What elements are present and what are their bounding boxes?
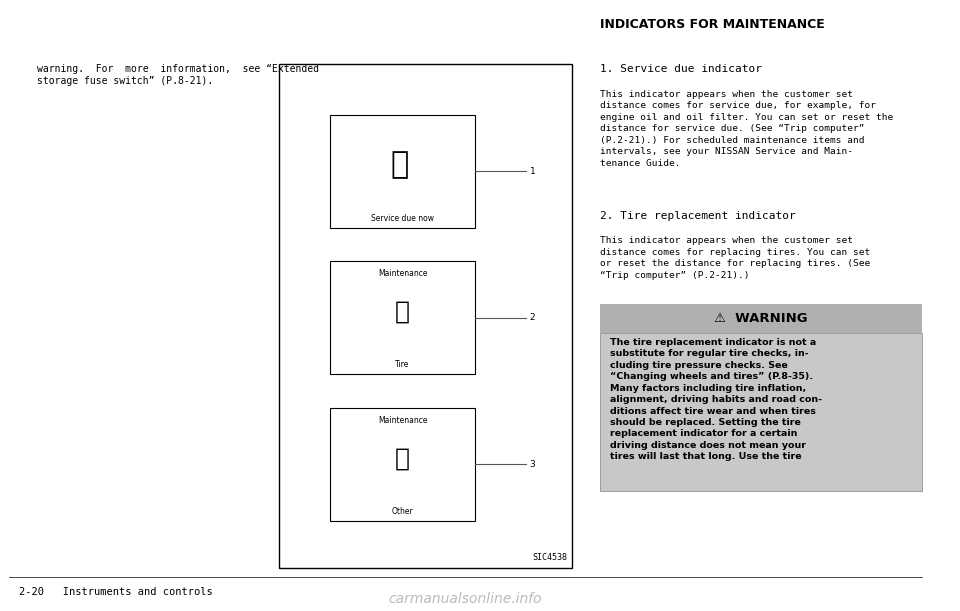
FancyBboxPatch shape: [330, 115, 475, 228]
Text: 2-20   Instruments and controls: 2-20 Instruments and controls: [18, 587, 212, 596]
Text: Tire: Tire: [396, 360, 410, 369]
Text: This indicator appears when the customer set
distance comes for service due, for: This indicator appears when the customer…: [600, 90, 894, 167]
Text: SIC4538: SIC4538: [533, 553, 567, 562]
Text: Maintenance: Maintenance: [378, 269, 427, 278]
Text: This indicator appears when the customer set
distance comes for replacing tires.: This indicator appears when the customer…: [600, 236, 871, 280]
Text: Other: Other: [392, 507, 414, 516]
Text: Service due now: Service due now: [372, 214, 434, 223]
Text: 1. Service due indicator: 1. Service due indicator: [600, 64, 762, 74]
FancyBboxPatch shape: [600, 333, 922, 491]
Text: 2. Tire replacement indicator: 2. Tire replacement indicator: [600, 211, 796, 221]
Text: INDICATORS FOR MAINTENANCE: INDICATORS FOR MAINTENANCE: [600, 18, 826, 31]
FancyBboxPatch shape: [330, 262, 475, 374]
Text: 2: 2: [530, 313, 536, 322]
Text: carmanualsonline.info: carmanualsonline.info: [389, 592, 542, 606]
Text: 1: 1: [530, 167, 536, 175]
FancyBboxPatch shape: [279, 64, 572, 568]
Text: 🛞: 🛞: [396, 299, 410, 324]
FancyBboxPatch shape: [330, 408, 475, 521]
Text: 👤: 👤: [396, 446, 410, 470]
Text: ⚠  WARNING: ⚠ WARNING: [714, 312, 807, 325]
Text: 🔧: 🔧: [391, 150, 409, 180]
Text: The tire replacement indicator is not a
substitute for regular tire checks, in-
: The tire replacement indicator is not a …: [610, 338, 822, 461]
Text: Maintenance: Maintenance: [378, 415, 427, 425]
FancyBboxPatch shape: [600, 304, 922, 333]
Text: warning.  For  more  information,  see “Extended
storage fuse switch” (P.8-21).: warning. For more information, see “Exte…: [37, 64, 320, 86]
Text: 3: 3: [530, 460, 536, 469]
